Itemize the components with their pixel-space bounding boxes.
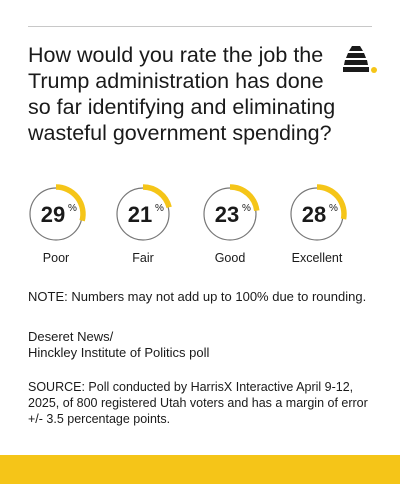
category-label-good: Good xyxy=(215,251,246,265)
value-label-poor: 29 xyxy=(41,202,65,227)
credit-line-1: Deseret News/ xyxy=(28,329,114,344)
credit-line-2: Hinckley Institute of Politics poll xyxy=(28,345,210,360)
value-label-fair: 21 xyxy=(128,202,152,227)
ring-arc-poor xyxy=(55,184,86,222)
category-label-poor: Poor xyxy=(43,251,69,265)
percent-sign-good: % xyxy=(242,203,251,214)
value-label-good: 23 xyxy=(215,202,239,227)
percent-sign-excellent: % xyxy=(329,203,338,214)
category-label-excellent: Excellent xyxy=(292,251,343,265)
ring-outline-good xyxy=(203,187,257,241)
beehive-icon xyxy=(343,46,377,73)
rating-rings: 29% Poor 21% Fair 23% Good 28% Excellent xyxy=(0,172,400,272)
rings-chart: 29 % Poor 21 % Fair 23 % Good 28 % Excellent xyxy=(29,184,347,265)
value-label-excellent: 28 xyxy=(302,202,326,227)
rounding-note: NOTE: Numbers may not add up to 100% due… xyxy=(28,289,367,304)
percent-sign-fair: % xyxy=(155,203,164,214)
ring-arc-fair xyxy=(142,184,172,209)
category-label-fair: Fair xyxy=(132,251,154,265)
poll-credit: Deseret News/ Hinckley Institute of Poli… xyxy=(28,329,328,361)
top-divider xyxy=(28,26,372,27)
ring-arc-excellent xyxy=(316,184,347,220)
percent-sign-poor: % xyxy=(68,203,77,214)
source-note: SOURCE: Poll conducted by HarrisX Intera… xyxy=(28,380,368,426)
footer-bar xyxy=(0,455,400,484)
chart-title: How would you rate the job the Trump adm… xyxy=(28,43,336,145)
ring-arc-good xyxy=(229,184,260,212)
